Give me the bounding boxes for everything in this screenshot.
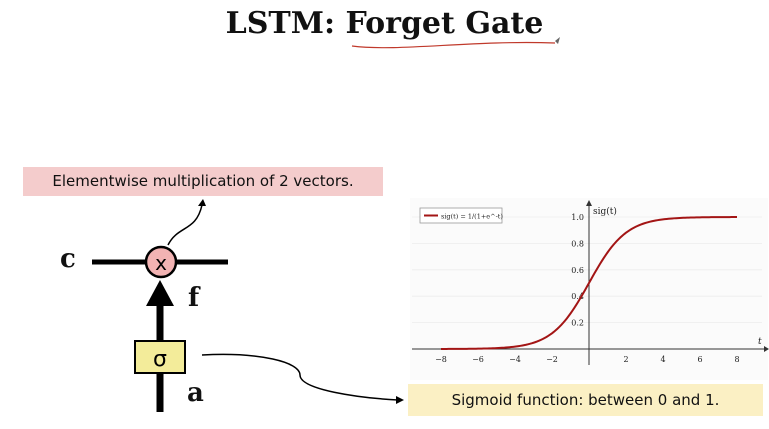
- x-tick-label: −8: [435, 355, 447, 364]
- y-axis-arrow-icon: [586, 200, 592, 206]
- note-pointer-curve: [167, 204, 203, 246]
- x-tick-label: 8: [734, 355, 739, 364]
- x-tick-label: 4: [660, 355, 665, 364]
- label-f: f: [188, 283, 200, 313]
- y-tick-label: 0.6: [571, 266, 584, 275]
- sigmoid-pointer-curve: [201, 353, 399, 401]
- y-tick-label: 0.8: [571, 239, 584, 248]
- y-tick-labels: 0.2 0.4 0.6 0.8 1.0: [571, 213, 584, 328]
- page-title: LSTM: Forget Gate: [225, 6, 544, 41]
- sigma-symbol: σ: [153, 347, 167, 372]
- arrow-up-icon: [146, 280, 174, 306]
- legend-label: sig(t) = 1/(1+e^-t): [441, 213, 503, 221]
- label-a: a: [187, 378, 204, 408]
- sigma-box: [134, 340, 186, 374]
- multiply-node: [144, 245, 178, 279]
- x-tick-label: −2: [546, 355, 558, 364]
- x-tick-label: −6: [472, 355, 484, 364]
- legend-box: [419, 207, 503, 224]
- sigmoid-curve: [440, 216, 738, 350]
- multiplication-note: Elementwise multiplication of 2 vectors.: [23, 167, 383, 196]
- y-tick-label: 0.4: [571, 292, 584, 301]
- x-tick-labels: −8 −6 −4 −2 2 4 6 8: [435, 355, 739, 364]
- y-axis-label: sig(t): [593, 206, 617, 217]
- sigmoid-note: Sigmoid function: between 0 and 1.: [408, 384, 763, 416]
- x-axis-label: t: [758, 337, 762, 347]
- x-tick-label: −4: [509, 355, 521, 364]
- chart-legend: sig(t) = 1/(1+e^-t): [419, 207, 503, 224]
- y-tick-label: 0.2: [571, 319, 584, 328]
- label-c: c: [60, 244, 76, 274]
- note-arrow-icon: [198, 199, 206, 206]
- sigmoid-arrow-icon: [396, 396, 404, 404]
- x-axis-arrow-icon: [764, 346, 769, 352]
- y-tick-label: 1.0: [571, 213, 584, 222]
- multiply-symbol: x: [155, 251, 167, 275]
- x-tick-label: 2: [623, 355, 628, 364]
- x-tick-label: 6: [697, 355, 702, 364]
